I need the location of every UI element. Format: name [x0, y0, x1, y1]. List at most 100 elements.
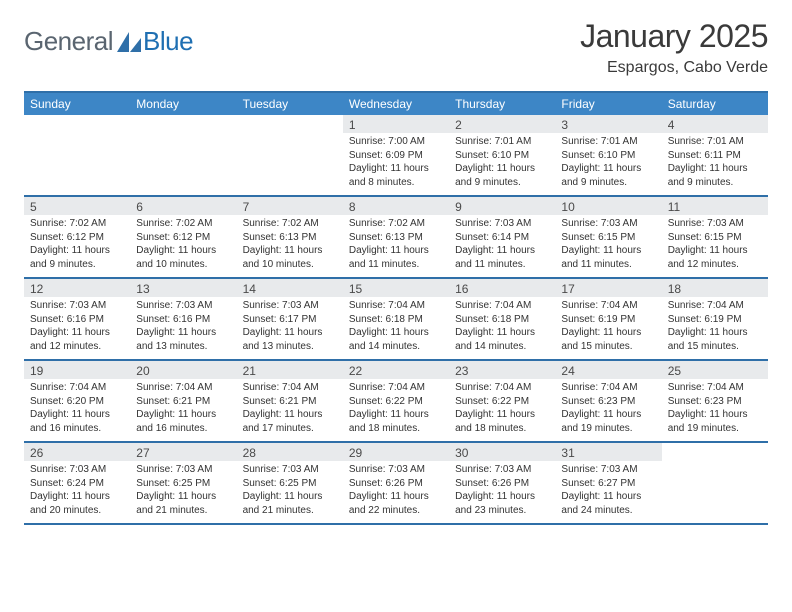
day-details: Sunrise: 7:04 AMSunset: 6:20 PMDaylight:…: [24, 379, 130, 441]
sunset-line: Sunset: 6:18 PM: [349, 313, 443, 327]
daylight-line: and 12 minutes.: [30, 340, 124, 354]
daylight-line: and 11 minutes.: [455, 258, 549, 272]
day-number: 19: [24, 361, 130, 379]
sunset-line: Sunset: 6:10 PM: [561, 149, 655, 163]
day-details: Sunrise: 7:00 AMSunset: 6:09 PMDaylight:…: [343, 133, 449, 195]
sunrise-line: Sunrise: 7:02 AM: [243, 217, 337, 231]
daylight-line: Daylight: 11 hours: [349, 244, 443, 258]
day-details: Sunrise: 7:03 AMSunset: 6:16 PMDaylight:…: [130, 297, 236, 359]
sunset-line: Sunset: 6:22 PM: [349, 395, 443, 409]
daylight-line: Daylight: 11 hours: [455, 490, 549, 504]
sunset-line: Sunset: 6:15 PM: [561, 231, 655, 245]
sunrise-line: Sunrise: 7:03 AM: [455, 217, 549, 231]
logo-text-blue: Blue: [143, 26, 193, 57]
daylight-line: and 19 minutes.: [561, 422, 655, 436]
sunset-line: Sunset: 6:09 PM: [349, 149, 443, 163]
day-number: 16: [449, 279, 555, 297]
calendar-cell: 25Sunrise: 7:04 AMSunset: 6:23 PMDayligh…: [662, 361, 768, 441]
day-details: Sunrise: 7:02 AMSunset: 6:12 PMDaylight:…: [130, 215, 236, 277]
daylight-line: and 17 minutes.: [243, 422, 337, 436]
day-details: Sunrise: 7:03 AMSunset: 6:16 PMDaylight:…: [24, 297, 130, 359]
day-number: [24, 115, 130, 133]
weekday-header: Wednesday: [343, 93, 449, 115]
daylight-line: and 15 minutes.: [561, 340, 655, 354]
daylight-line: and 15 minutes.: [668, 340, 762, 354]
daylight-line: and 24 minutes.: [561, 504, 655, 518]
calendar-week: 19Sunrise: 7:04 AMSunset: 6:20 PMDayligh…: [24, 361, 768, 443]
day-number: 30: [449, 443, 555, 461]
daylight-line: and 13 minutes.: [136, 340, 230, 354]
daylight-line: Daylight: 11 hours: [561, 408, 655, 422]
daylight-line: and 11 minutes.: [561, 258, 655, 272]
daylight-line: and 10 minutes.: [243, 258, 337, 272]
page-subtitle: Espargos, Cabo Verde: [580, 59, 768, 77]
sunset-line: Sunset: 6:13 PM: [243, 231, 337, 245]
day-details: Sunrise: 7:03 AMSunset: 6:25 PMDaylight:…: [130, 461, 236, 523]
sunset-line: Sunset: 6:14 PM: [455, 231, 549, 245]
calendar-cell: 8Sunrise: 7:02 AMSunset: 6:13 PMDaylight…: [343, 197, 449, 277]
calendar-cell: 3Sunrise: 7:01 AMSunset: 6:10 PMDaylight…: [555, 115, 661, 195]
calendar-cell: 19Sunrise: 7:04 AMSunset: 6:20 PMDayligh…: [24, 361, 130, 441]
daylight-line: and 23 minutes.: [455, 504, 549, 518]
sunrise-line: Sunrise: 7:04 AM: [561, 381, 655, 395]
logo-sail-icon: [117, 32, 141, 52]
calendar-cell: 11Sunrise: 7:03 AMSunset: 6:15 PMDayligh…: [662, 197, 768, 277]
sunset-line: Sunset: 6:17 PM: [243, 313, 337, 327]
day-details: Sunrise: 7:04 AMSunset: 6:22 PMDaylight:…: [343, 379, 449, 441]
sunrise-line: Sunrise: 7:03 AM: [561, 217, 655, 231]
sunrise-line: Sunrise: 7:03 AM: [30, 463, 124, 477]
weekday-header: Sunday: [24, 93, 130, 115]
day-details: Sunrise: 7:04 AMSunset: 6:23 PMDaylight:…: [555, 379, 661, 441]
calendar: Sunday Monday Tuesday Wednesday Thursday…: [24, 91, 768, 525]
daylight-line: Daylight: 11 hours: [243, 326, 337, 340]
calendar-week: 5Sunrise: 7:02 AMSunset: 6:12 PMDaylight…: [24, 197, 768, 279]
sunrise-line: Sunrise: 7:02 AM: [30, 217, 124, 231]
calendar-week: 1Sunrise: 7:00 AMSunset: 6:09 PMDaylight…: [24, 115, 768, 197]
day-details: Sunrise: 7:03 AMSunset: 6:17 PMDaylight:…: [237, 297, 343, 359]
calendar-cell: 6Sunrise: 7:02 AMSunset: 6:12 PMDaylight…: [130, 197, 236, 277]
calendar-cell: 16Sunrise: 7:04 AMSunset: 6:18 PMDayligh…: [449, 279, 555, 359]
day-number: 23: [449, 361, 555, 379]
sunrise-line: Sunrise: 7:04 AM: [30, 381, 124, 395]
calendar-cell: 4Sunrise: 7:01 AMSunset: 6:11 PMDaylight…: [662, 115, 768, 195]
sunset-line: Sunset: 6:23 PM: [561, 395, 655, 409]
calendar-cell: 10Sunrise: 7:03 AMSunset: 6:15 PMDayligh…: [555, 197, 661, 277]
day-number: 10: [555, 197, 661, 215]
calendar-week: 12Sunrise: 7:03 AMSunset: 6:16 PMDayligh…: [24, 279, 768, 361]
calendar-cell: [130, 115, 236, 195]
calendar-cell: [237, 115, 343, 195]
daylight-line: Daylight: 11 hours: [349, 162, 443, 176]
daylight-line: and 9 minutes.: [561, 176, 655, 190]
sunset-line: Sunset: 6:19 PM: [561, 313, 655, 327]
daylight-line: and 9 minutes.: [668, 176, 762, 190]
sunrise-line: Sunrise: 7:04 AM: [455, 381, 549, 395]
daylight-line: and 8 minutes.: [349, 176, 443, 190]
daylight-line: and 21 minutes.: [243, 504, 337, 518]
sunset-line: Sunset: 6:24 PM: [30, 477, 124, 491]
weekday-header: Friday: [555, 93, 661, 115]
daylight-line: Daylight: 11 hours: [668, 162, 762, 176]
sunrise-line: Sunrise: 7:03 AM: [136, 463, 230, 477]
day-number: 22: [343, 361, 449, 379]
day-number: 11: [662, 197, 768, 215]
day-details: Sunrise: 7:03 AMSunset: 6:14 PMDaylight:…: [449, 215, 555, 277]
day-number: 18: [662, 279, 768, 297]
sunset-line: Sunset: 6:11 PM: [668, 149, 762, 163]
sunrise-line: Sunrise: 7:04 AM: [668, 299, 762, 313]
daylight-line: Daylight: 11 hours: [30, 490, 124, 504]
daylight-line: Daylight: 11 hours: [455, 162, 549, 176]
day-number: [662, 443, 768, 461]
sunrise-line: Sunrise: 7:01 AM: [668, 135, 762, 149]
daylight-line: Daylight: 11 hours: [243, 490, 337, 504]
calendar-cell: 31Sunrise: 7:03 AMSunset: 6:27 PMDayligh…: [555, 443, 661, 523]
sunset-line: Sunset: 6:21 PM: [136, 395, 230, 409]
daylight-line: Daylight: 11 hours: [561, 490, 655, 504]
weekday-header: Tuesday: [237, 93, 343, 115]
calendar-cell: 21Sunrise: 7:04 AMSunset: 6:21 PMDayligh…: [237, 361, 343, 441]
day-details: Sunrise: 7:03 AMSunset: 6:24 PMDaylight:…: [24, 461, 130, 523]
sunrise-line: Sunrise: 7:01 AM: [455, 135, 549, 149]
day-details: Sunrise: 7:04 AMSunset: 6:22 PMDaylight:…: [449, 379, 555, 441]
daylight-line: Daylight: 11 hours: [561, 162, 655, 176]
sunset-line: Sunset: 6:20 PM: [30, 395, 124, 409]
calendar-cell: 24Sunrise: 7:04 AMSunset: 6:23 PMDayligh…: [555, 361, 661, 441]
